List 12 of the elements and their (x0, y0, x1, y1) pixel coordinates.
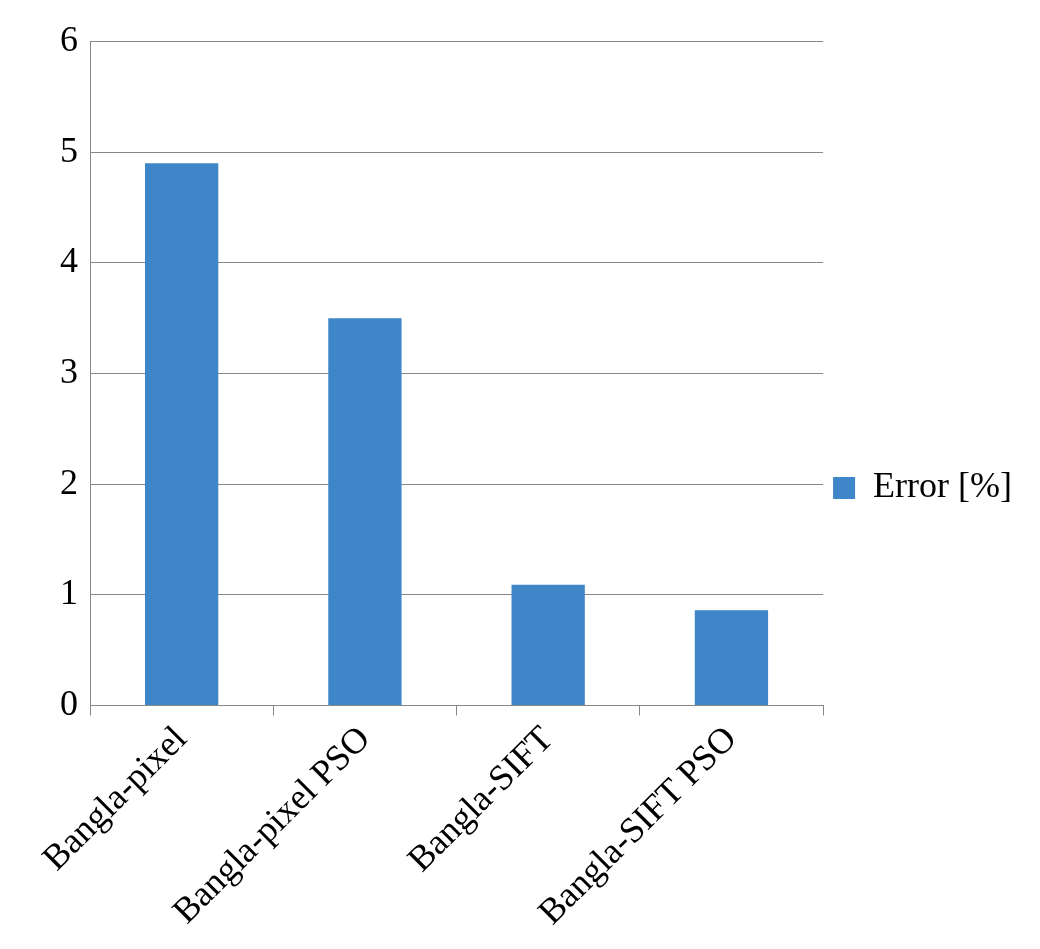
bar (694, 610, 769, 705)
y-tick-label: 0 (60, 682, 78, 723)
bar (144, 163, 219, 705)
y-tick-label: 1 (60, 572, 78, 613)
y-tick-label: 5 (60, 129, 78, 170)
bar (511, 584, 585, 705)
y-tick-label: 4 (60, 240, 78, 281)
y-tick-label: 2 (60, 461, 78, 502)
y-tick-label: 6 (60, 19, 78, 60)
legend-label: Error [%] (873, 465, 1012, 506)
bar (328, 318, 402, 705)
y-tick-label: 3 (60, 350, 78, 391)
